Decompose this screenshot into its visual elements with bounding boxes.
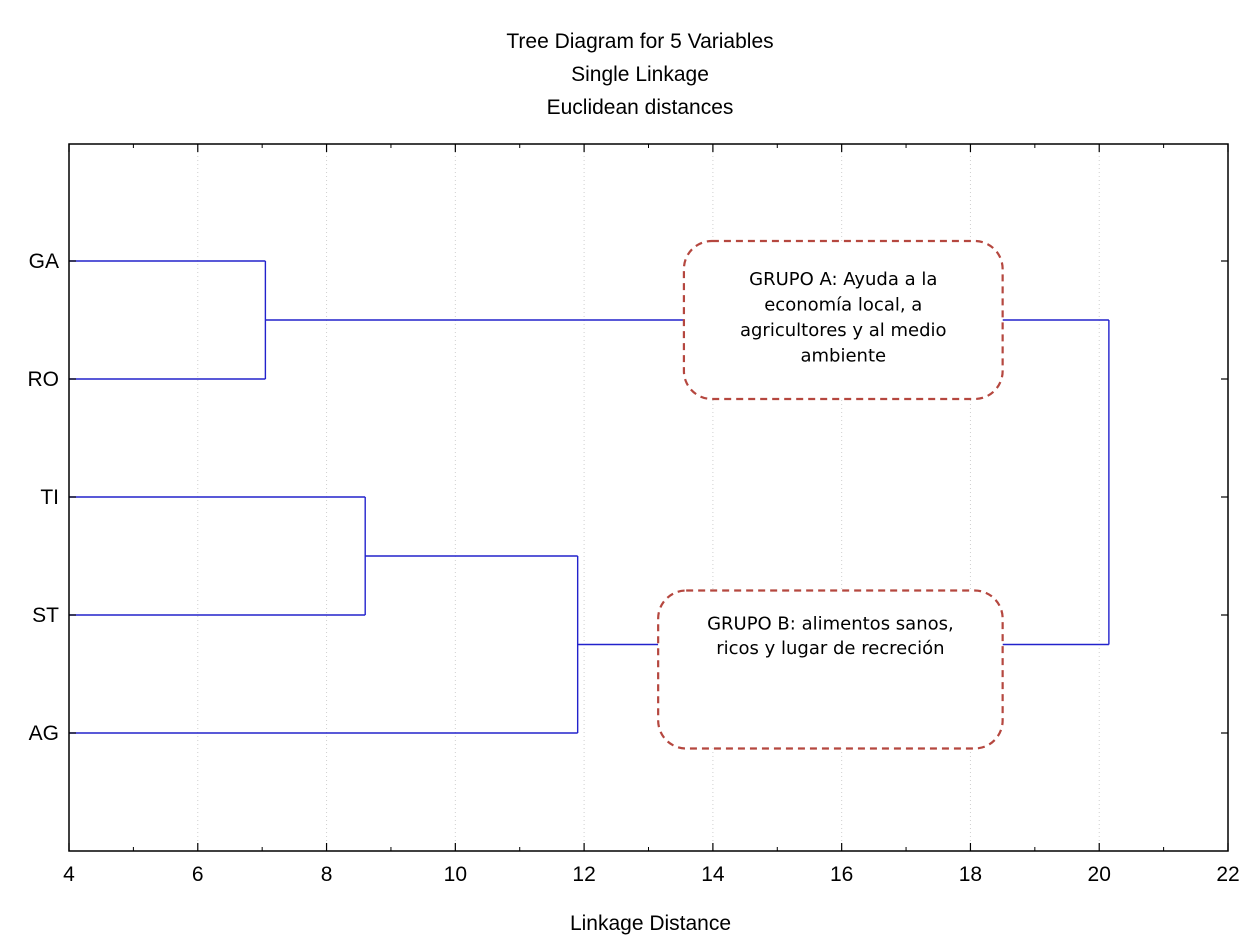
chart-title-line-3: Euclidean distances [547,96,734,119]
annotation-1-line-2: economía local, a [764,295,922,316]
annotation-box-1: GRUPO A: Ayuda a la economía local, a agri… [682,239,1004,401]
x-axis-label: Linkage Distance [570,912,731,935]
leaf-label-TI: TI [40,486,59,509]
x-tick-label-5: 14 [701,863,725,886]
tree-layer [69,260,1110,734]
leaf-label-GA: GA [29,250,59,273]
annotation-1-line-1: GRUPO A: Ayuda a la [749,269,937,290]
x-tick-label-4: 12 [572,863,595,886]
x-tick-label-7: 18 [959,863,982,886]
annotation-box-2: GRUPO B: alimentos sanos, ricos y lugar d… [657,589,1004,750]
annotation-frame-2 [657,589,1004,750]
annotation-2-line-1: GRUPO B: alimentos sanos, [707,614,954,635]
chart-title-line-1: Tree Diagram for 5 Variables [506,30,773,53]
x-tick-label-9: 22 [1216,863,1239,886]
annotation-1-line-3: agricultores y al medio [740,320,947,341]
x-tick-label-2: 8 [321,863,333,886]
x-tick-label-8: 20 [1088,863,1111,886]
annotation-layer: GRUPO A: Ayuda a la economía local, a agri… [657,239,1004,750]
leaf-label-RO: RO [28,368,60,391]
leaf-label-AG: AG [29,722,59,745]
annotation-2-line-2: ricos y lugar de recreción [716,638,944,659]
tick-layer [68,144,1229,851]
x-tick-label-1: 6 [192,863,204,886]
chart-title-line-2: Single Linkage [571,63,709,86]
annotation-frame-1 [682,239,1004,401]
x-tick-label-0: 4 [63,863,75,886]
annotation-1-line-4: ambiente [800,346,886,367]
text-layer: 4 6 8 10 12 14 16 18 20 22 GA RO TI ST AG Tree Diagram … [28,30,1240,935]
x-tick-label-3: 10 [444,863,467,886]
leaf-label-ST: ST [32,604,59,627]
x-tick-label-6: 16 [830,863,853,886]
